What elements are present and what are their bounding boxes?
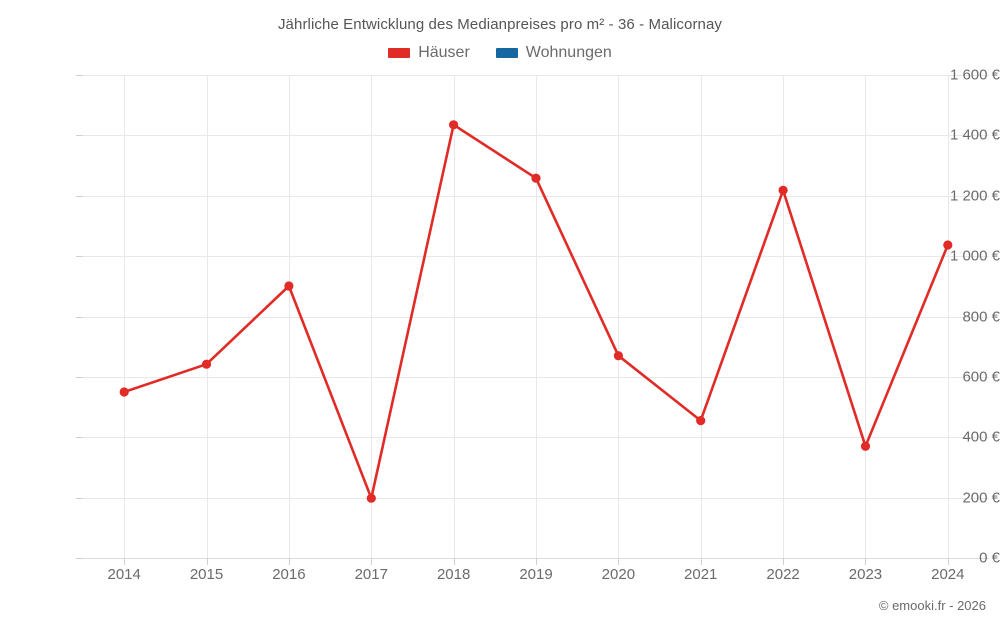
y-axis-tick-label: 1 000 € — [949, 247, 1000, 265]
legend-swatch-wohnungen — [495, 48, 518, 58]
y-axis-tick-label: 200 € — [962, 489, 1000, 507]
x-axis-tick-label: 2015 — [189, 566, 224, 583]
y-axis-tick-label: 800 € — [962, 308, 1000, 325]
y-axis-tick-mark — [76, 75, 83, 76]
y-axis-tick-mark — [76, 135, 83, 137]
x-axis-tick-label: 2022 — [766, 566, 800, 583]
legend-swatch-hauser — [388, 48, 411, 58]
y-axis-tick-mark — [76, 195, 83, 197]
x-axis-tick-mark — [453, 558, 455, 565]
y-axis-tick-mark — [76, 558, 83, 559]
x-axis-tick-mark — [947, 558, 949, 565]
legend-item-wohnungen[interactable]: Wohnungen — [495, 44, 612, 62]
x-axis-tick-mark — [371, 558, 373, 565]
x-axis-tick-label: 2019 — [519, 566, 553, 583]
x-axis-tick-mark — [124, 558, 126, 565]
x-axis-tick-mark — [206, 558, 208, 565]
y-axis-tick-label: 1 400 € — [949, 126, 1000, 144]
x-axis-tick-label: 2017 — [354, 566, 388, 583]
y-axis-tick-label: 0 € — [979, 549, 1000, 567]
y-axis-tick-mark — [76, 497, 83, 499]
chart-title: Jährliche Entwicklung des Medianpreises … — [277, 16, 723, 33]
x-axis-tick-mark — [536, 558, 537, 565]
y-axis-tick-mark — [76, 316, 83, 318]
x-axis-tick-label: 2018 — [436, 566, 471, 583]
y-axis-tick-mark — [76, 256, 83, 258]
y-axis-tick-label: 600 € — [962, 368, 1000, 386]
x-axis-tick-mark — [700, 558, 702, 565]
x-axis-tick-label: 2016 — [272, 566, 306, 583]
chart-legend: Häuser Wohnungen — [0, 44, 1000, 62]
x-axis-tick-mark — [865, 558, 867, 565]
y-axis-tick-label: 1 600 € — [949, 66, 1000, 84]
legend-label-hauser: Häuser — [418, 44, 470, 61]
footer-credit: © emooki.fr - 2026 — [878, 598, 986, 613]
x-axis-tick-label: 2014 — [107, 566, 141, 583]
y-axis-tick-mark — [76, 437, 83, 439]
x-axis-tick-label: 2021 — [684, 566, 718, 583]
x-axis-tick-label: 2020 — [601, 566, 636, 583]
y-axis-tick-mark — [76, 376, 83, 378]
x-axis-tick-mark — [618, 558, 620, 565]
x-axis-tick-mark — [783, 558, 785, 565]
x-axis-tick-label: 2024 — [931, 566, 965, 583]
x-axis-tick-mark — [288, 558, 290, 565]
y-axis-tick-label: 1 200 € — [949, 187, 1000, 205]
legend-label-wohnungen: Wohnungen — [525, 44, 612, 61]
legend-item-hauser[interactable]: Häuser — [388, 44, 470, 62]
y-axis-tick-label: 400 € — [962, 428, 1000, 446]
x-axis-tick-label: 2023 — [848, 566, 883, 583]
